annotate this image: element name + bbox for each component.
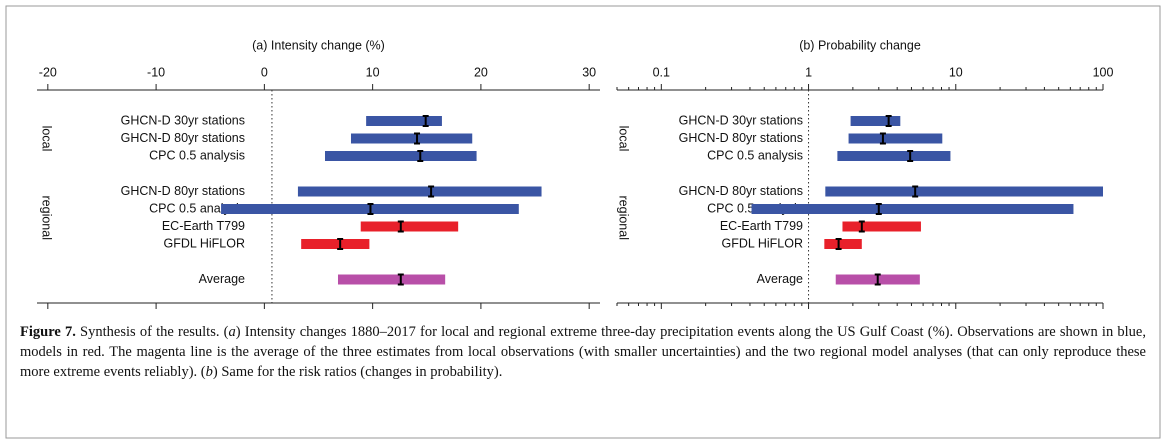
range-bar bbox=[301, 239, 370, 249]
row-label: Average bbox=[199, 272, 245, 286]
best-estimate bbox=[835, 238, 842, 250]
x-tick-label: 0.1 bbox=[653, 65, 670, 79]
row-label: Average bbox=[757, 272, 803, 286]
x-tick-label: -10 bbox=[147, 65, 165, 79]
x-tick-label: 1 bbox=[805, 65, 812, 79]
best-estimate bbox=[885, 115, 892, 127]
group-label: regional bbox=[617, 196, 631, 240]
caption-text: Figure 7. bbox=[20, 324, 76, 340]
row-label: EC-Earth T799 bbox=[162, 219, 245, 233]
group-label: local bbox=[40, 126, 54, 152]
range-bar bbox=[366, 116, 442, 126]
row-label: CPC 0.5 analysis bbox=[707, 148, 803, 162]
range-bar bbox=[751, 204, 1074, 214]
range-bar bbox=[337, 274, 446, 285]
range-bar bbox=[848, 133, 943, 144]
best-estimate bbox=[874, 273, 881, 286]
x-tick-label: 30 bbox=[582, 65, 596, 79]
caption-text: ) Same for the risk ratios (changes in p… bbox=[212, 364, 503, 380]
row-label: GHCN-D 30yr stations bbox=[679, 113, 803, 127]
row-label: CPC 0.5 analysis bbox=[149, 201, 245, 215]
best-estimate bbox=[858, 220, 865, 233]
x-tick-label: 100 bbox=[1093, 65, 1114, 79]
row-label: GHCN-D 80yr stations bbox=[679, 131, 803, 145]
x-tick-label: 20 bbox=[474, 65, 488, 79]
row-label: CPC 0.5 analysis bbox=[149, 148, 245, 162]
best-estimate bbox=[875, 203, 882, 215]
x-tick-label: -20 bbox=[39, 65, 57, 79]
best-estimate bbox=[912, 185, 919, 198]
range-bar bbox=[837, 151, 951, 161]
group-label: regional bbox=[40, 196, 54, 240]
x-tick-label: 0 bbox=[261, 65, 268, 79]
caption-text: Synthesis of the results. ( bbox=[75, 324, 229, 340]
best-estimate bbox=[417, 150, 424, 162]
row-label: GFDL HiFLOR bbox=[722, 236, 804, 250]
range-bar bbox=[350, 133, 473, 144]
row-label: GFDL HiFLOR bbox=[164, 236, 246, 250]
best-estimate bbox=[879, 132, 886, 145]
best-estimate bbox=[907, 150, 914, 162]
best-estimate bbox=[422, 115, 429, 127]
best-estimate bbox=[428, 185, 435, 198]
panel-title: (b) Probability change bbox=[799, 38, 921, 52]
best-estimate bbox=[397, 220, 404, 233]
x-tick-label: 10 bbox=[949, 65, 963, 79]
best-estimate bbox=[337, 238, 344, 250]
range-bar bbox=[324, 151, 477, 161]
group-label: local bbox=[617, 126, 631, 152]
row-label: GHCN-D 30yr stations bbox=[121, 113, 245, 127]
x-tick-label: 10 bbox=[366, 65, 380, 79]
panel-title: (a) Intensity change (%) bbox=[252, 38, 385, 52]
best-estimate bbox=[367, 203, 374, 215]
range-bar bbox=[824, 239, 862, 249]
best-estimate bbox=[397, 273, 404, 286]
caption-text: ) Intensity changes 1880–2017 for local … bbox=[20, 324, 1146, 380]
caption: Figure 7. Synthesis of the results. (a) … bbox=[20, 322, 1146, 382]
row-label: GHCN-D 80yr stations bbox=[121, 184, 245, 198]
range-bar bbox=[850, 116, 901, 126]
row-label: GHCN-D 80yr stations bbox=[121, 131, 245, 145]
caption-text: a bbox=[228, 324, 236, 340]
range-bar bbox=[842, 221, 921, 232]
range-bar bbox=[825, 186, 1103, 197]
row-label: EC-Earth T799 bbox=[720, 219, 803, 233]
figure-frame bbox=[5, 5, 1161, 439]
best-estimate bbox=[414, 132, 421, 145]
range-bar bbox=[297, 186, 542, 197]
row-label: GHCN-D 80yr stations bbox=[679, 184, 803, 198]
caption-text: b bbox=[205, 364, 213, 380]
range-bar bbox=[360, 221, 459, 232]
